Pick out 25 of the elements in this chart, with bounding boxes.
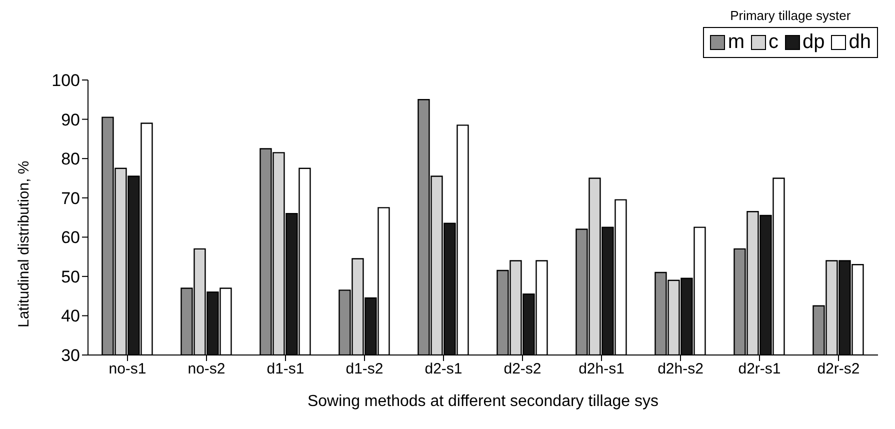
x-tick-label: d2h-s2	[658, 360, 704, 378]
x-tick-label: d2r-s2	[817, 360, 860, 378]
y-tick-label: 70	[61, 188, 80, 208]
legend-label: dp	[802, 31, 825, 54]
y-tick-label: 50	[61, 267, 80, 286]
x-tick-label: no-s1	[108, 360, 146, 378]
y-axis-title: Latitudinal distribution, %	[15, 160, 32, 328]
y-tick-label: 60	[61, 228, 80, 248]
y-tick-label: 90	[61, 110, 80, 130]
legend-label: m	[726, 31, 744, 54]
x-tick-label: d2r-s1	[738, 360, 781, 378]
legend-label: c	[768, 31, 778, 54]
x-tick-label: d1-s1	[266, 360, 304, 378]
legend-label: dh	[848, 31, 871, 54]
y-tick-label: 30	[61, 346, 80, 366]
legend-title: Primary tillage syster	[729, 8, 852, 23]
y-tick-label: 40	[61, 306, 80, 326]
x-tick-label: d2h-s1	[578, 360, 624, 378]
x-tick-label: d2-s1	[424, 360, 462, 378]
x-tick-label: no-s2	[188, 360, 226, 378]
x-tick-label: d2-s2	[504, 360, 542, 378]
y-tick-label: 100	[52, 71, 80, 90]
x-axis-title: Sowing methods at different secondary tillage sys	[307, 393, 659, 410]
x-tick-label: d1-s2	[346, 360, 384, 378]
y-tick-label: 80	[61, 150, 80, 169]
